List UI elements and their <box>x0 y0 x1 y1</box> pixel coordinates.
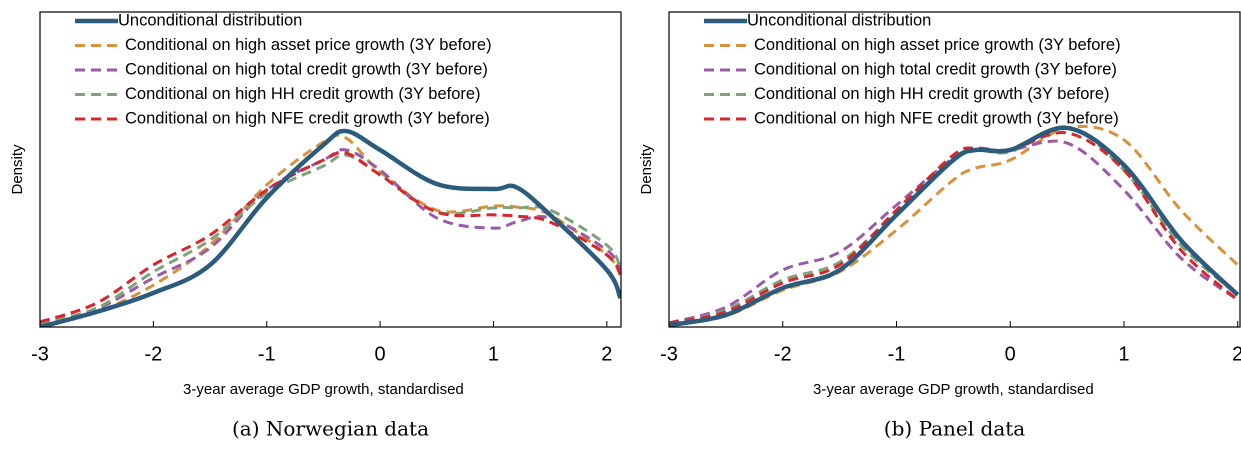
legend-label: Conditional on high asset price growth (… <box>125 36 492 54</box>
density-line <box>669 139 1239 325</box>
density-line <box>669 125 1240 327</box>
x-tick-label: 0 <box>1005 343 1016 365</box>
legend-label: Unconditional distribution <box>747 11 931 29</box>
density-line <box>40 128 621 327</box>
x-tick-label: 1 <box>1118 343 1129 365</box>
legend-label: Conditional on high total credit growth … <box>754 60 1117 78</box>
legend-label: Conditional on high HH credit growth (3Y… <box>125 85 481 103</box>
plot-frame <box>668 11 1241 328</box>
x-tick-label: -3 <box>31 343 49 365</box>
x-axis-label: 3-year average GDP growth, standardised <box>183 381 464 398</box>
x-tick-label: -2 <box>144 343 162 365</box>
density-line <box>40 150 621 324</box>
x-tick-label: -1 <box>888 343 906 365</box>
legend-label: Conditional on high NFE credit growth (3… <box>125 109 490 127</box>
x-tick-label: 1 <box>488 343 499 365</box>
x-tick-label: -2 <box>774 343 792 365</box>
caption: (b) Panel data <box>884 417 1025 441</box>
density-line <box>40 153 621 325</box>
legend-label: Unconditional distribution <box>118 11 302 29</box>
x-tick-label: 2 <box>1232 343 1241 365</box>
x-tick-label: -1 <box>258 343 276 365</box>
caption: (a) Norwegian data <box>232 417 429 441</box>
density-line <box>40 148 621 326</box>
density-line <box>669 131 1239 325</box>
x-tick-label: 2 <box>601 343 612 365</box>
y-axis-label: Density <box>638 144 655 195</box>
x-tick-label: -3 <box>660 343 678 365</box>
y-axis-label: Density <box>9 144 26 195</box>
density-line <box>40 133 621 327</box>
legend-label: Conditional on high NFE credit growth (3… <box>754 109 1119 127</box>
legend-label: Conditional on high asset price growth (… <box>754 36 1121 54</box>
plot-frame <box>39 11 622 328</box>
legend-label: Conditional on high HH credit growth (3Y… <box>754 85 1110 103</box>
x-tick-label: 0 <box>375 343 386 365</box>
legend-label: Conditional on high total credit growth … <box>125 60 488 78</box>
x-axis-label: 3-year average GDP growth, standardised <box>813 381 1094 398</box>
